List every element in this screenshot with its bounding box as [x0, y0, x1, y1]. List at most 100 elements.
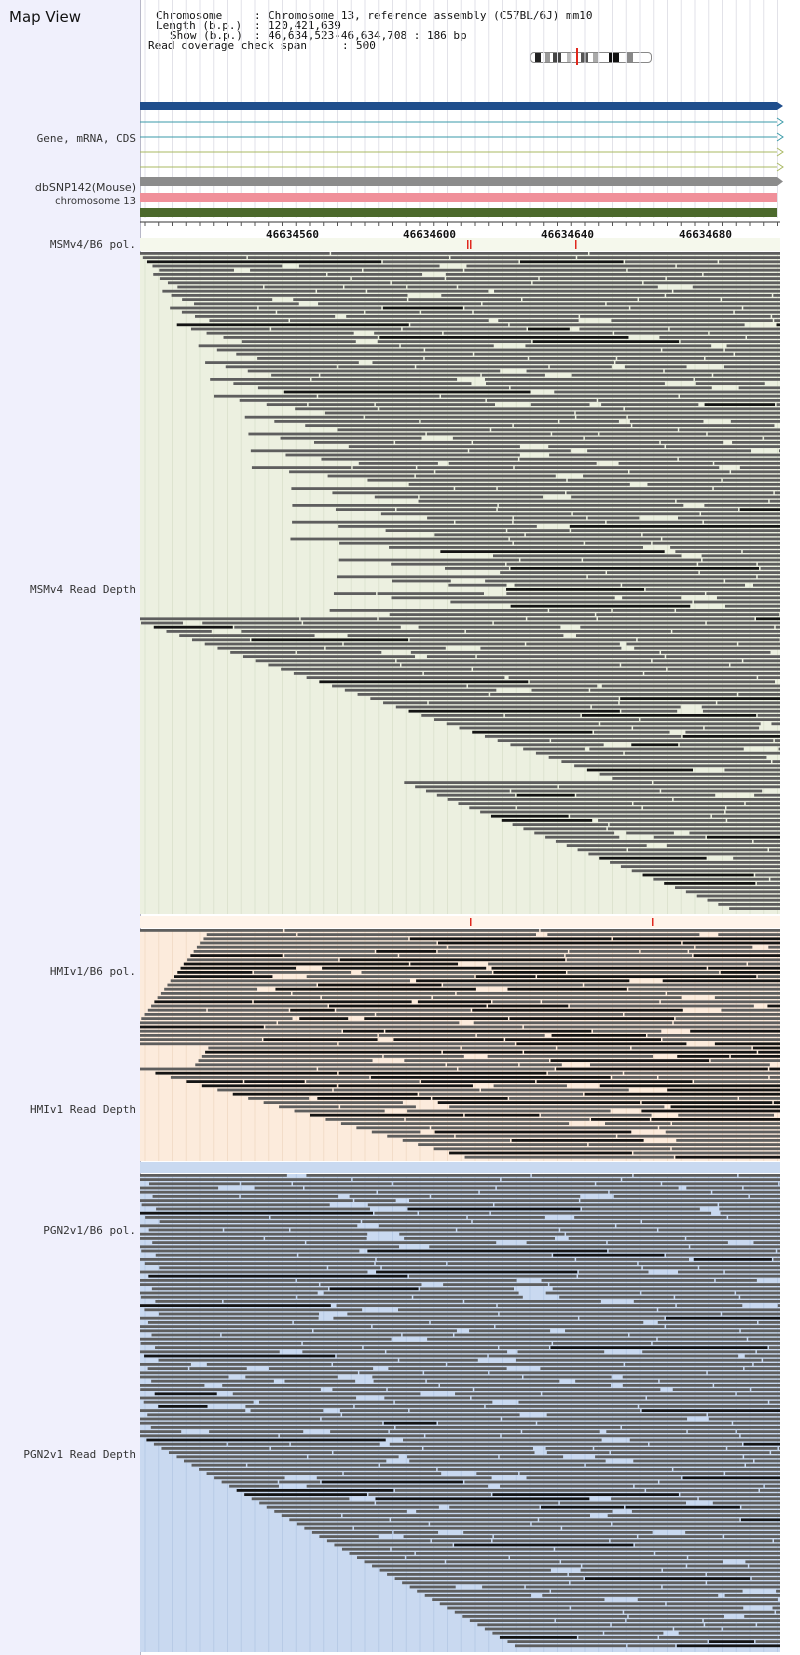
read-bar [738, 1174, 780, 1177]
read-bar [619, 701, 716, 705]
coverage-colon: : [342, 39, 349, 52]
read-bar [379, 407, 624, 411]
track-label-hmi-depth[interactable]: HMIv1 Read Depth [30, 1103, 136, 1116]
read-bar [140, 1434, 279, 1438]
read-bar [545, 835, 620, 839]
read-bar [599, 1084, 780, 1088]
read-bar [738, 693, 780, 696]
genome-viewer-canvas[interactable] [140, 0, 800, 1655]
track-label-dbsnp[interactable]: dbSNP142(Mouse) [34, 181, 136, 194]
read-bar [155, 1253, 297, 1257]
read-bar [773, 294, 780, 297]
read-bar [743, 659, 780, 663]
read-bar [206, 933, 296, 936]
read-bar [744, 1367, 780, 1370]
read-bar [764, 1484, 780, 1488]
read-bar [638, 1262, 780, 1265]
read-bar [687, 1430, 736, 1433]
read-bar [365, 415, 575, 419]
read-bar [662, 537, 780, 541]
read-bar [452, 436, 584, 440]
read-bar [421, 310, 473, 314]
read-bar [153, 1442, 227, 1446]
gene-track-group[interactable] [140, 102, 784, 217]
read-bar [343, 1472, 442, 1475]
read-bar [201, 1055, 383, 1058]
read-bar [447, 1063, 519, 1067]
read-bar [675, 550, 742, 553]
read-bar [557, 1046, 631, 1050]
read-bar [609, 1190, 711, 1194]
read-bar [263, 1038, 378, 1041]
read-bar [247, 256, 449, 259]
read-bar [419, 1211, 490, 1215]
track-label-hmi-pol[interactable]: HMIv1/B6 pol. [49, 965, 136, 978]
read-bar [610, 861, 780, 864]
gene-arrow-icon [776, 162, 784, 172]
read-bar [653, 877, 769, 881]
read-bar [428, 701, 619, 705]
read-bar [140, 1258, 376, 1261]
track-label-msm-depth[interactable]: MSMv4 Read Depth [30, 583, 136, 596]
read-bar [757, 1623, 780, 1627]
read-bar [611, 1623, 704, 1627]
read-bar [673, 1468, 780, 1471]
read-bar [248, 432, 426, 436]
read-bar [140, 1396, 357, 1400]
track-label-pgn-depth[interactable]: PGN2v1 Read Depth [23, 1448, 136, 1461]
read-bar [142, 256, 247, 259]
read-bar [259, 1501, 375, 1505]
read-bar [651, 1118, 780, 1121]
read-bar [499, 1346, 549, 1349]
read-bar [298, 264, 440, 268]
read-bar [622, 1375, 780, 1379]
read-bar [658, 1228, 780, 1232]
read-bar [542, 1000, 660, 1004]
read-bar [310, 1113, 464, 1117]
read-bar [306, 1484, 489, 1488]
read-bar [666, 655, 780, 658]
read-bar [472, 730, 593, 734]
read-bar [385, 1029, 592, 1033]
read-bar [217, 646, 325, 650]
read-bar [501, 1178, 621, 1181]
read-bar [523, 1025, 780, 1029]
track-label-gene[interactable]: Gene, mRNA, CDS [36, 132, 136, 145]
read-bar [394, 1577, 584, 1580]
read-bar [331, 252, 588, 255]
read-bar [380, 512, 572, 516]
read-bar [615, 361, 780, 364]
read-bar [559, 420, 619, 423]
read-bar [387, 1134, 455, 1138]
read-bar [329, 1004, 487, 1008]
read-bar [525, 533, 642, 537]
read-bar [597, 617, 755, 621]
track-label-msm-pol[interactable]: MSMv4/B6 pol. [49, 238, 136, 251]
read-bar [194, 302, 299, 306]
read-bar [664, 882, 756, 885]
read-bar [709, 1640, 755, 1643]
read-bar [448, 583, 507, 587]
read-bar [547, 1071, 623, 1075]
read-bar [336, 1304, 497, 1307]
read-bar [629, 1333, 780, 1337]
read-bar [657, 1321, 758, 1324]
read-bar [497, 508, 739, 511]
read-bar [708, 966, 780, 970]
read-bar [407, 1207, 581, 1211]
read-bar [285, 453, 520, 457]
read-bar [658, 1076, 769, 1079]
read-bar [441, 294, 665, 297]
read-bar [562, 1526, 780, 1530]
length-value: 120,421,639 [268, 19, 341, 32]
read-bar [677, 1055, 730, 1058]
track-label-pgn-pol[interactable]: PGN2v1/B6 pol. [43, 1224, 136, 1237]
read-bar [239, 399, 486, 402]
read-bar [486, 399, 597, 402]
read-bar [433, 1147, 671, 1151]
read-bar [592, 1029, 662, 1033]
read-bar [633, 1151, 780, 1155]
read-bar [672, 630, 780, 633]
read-bar [744, 1455, 780, 1459]
read-bar [713, 487, 780, 490]
